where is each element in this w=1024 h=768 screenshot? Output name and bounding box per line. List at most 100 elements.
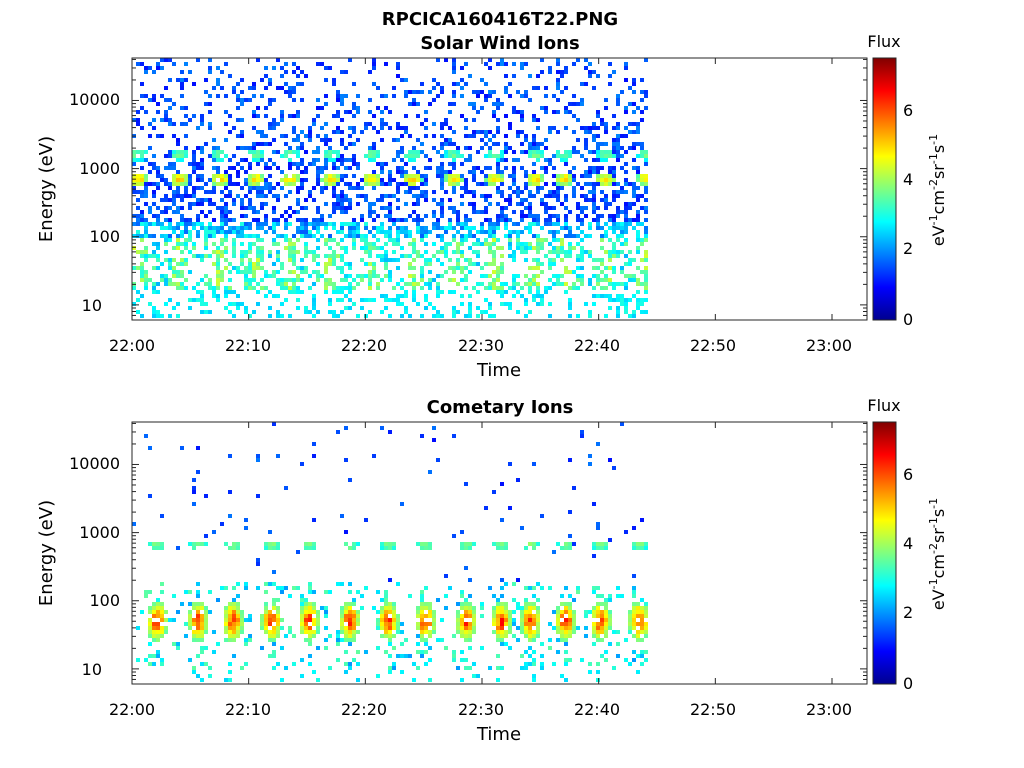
heatmap-cell	[356, 106, 360, 110]
heatmap-cell	[508, 234, 512, 238]
heatmap-cell	[564, 178, 568, 182]
heatmap-cell	[288, 86, 292, 90]
heatmap-cell	[252, 262, 256, 266]
heatmap-cell	[180, 214, 184, 218]
heatmap-cell	[576, 314, 580, 318]
heatmap-cell	[276, 546, 280, 550]
heatmap-cell	[312, 542, 316, 546]
heatmap-cell	[368, 250, 372, 254]
heatmap-cell	[168, 278, 172, 282]
heatmap-cell	[200, 210, 204, 214]
heatmap-cell	[180, 174, 184, 178]
heatmap-cell	[384, 250, 388, 254]
heatmap-cell	[276, 618, 280, 622]
heatmap-cell	[288, 254, 292, 258]
heatmap-cell	[460, 542, 464, 546]
heatmap-cell	[580, 658, 584, 662]
heatmap-cell	[332, 282, 336, 286]
heatmap-cell	[196, 214, 200, 218]
heatmap-cell	[376, 238, 380, 242]
heatmap-cell	[220, 198, 224, 202]
heatmap-cell	[316, 166, 320, 170]
heatmap-cell	[416, 154, 420, 158]
heatmap-cell	[140, 254, 144, 258]
heatmap-cell	[456, 310, 460, 314]
heatmap-cell	[536, 146, 540, 150]
heatmap-cell	[624, 262, 628, 266]
heatmap-cell	[280, 234, 284, 238]
heatmap-cell	[632, 202, 636, 206]
heatmap-cell	[180, 222, 184, 226]
heatmap-cell	[568, 110, 572, 114]
heatmap-cell	[636, 634, 640, 638]
heatmap-cell	[344, 626, 348, 630]
heatmap-cell	[532, 662, 536, 666]
heatmap-cell	[388, 238, 392, 242]
x-axis: 22:00 22:10 22:20 22:30 22:40 22:50 23:0…	[109, 336, 852, 381]
heatmap-cell	[256, 558, 260, 562]
heatmap-cell	[352, 246, 356, 250]
heatmap-cell	[136, 222, 140, 226]
heatmap-cell	[512, 150, 516, 154]
heatmap-cell	[488, 146, 492, 150]
heatmap-cell	[444, 174, 448, 178]
heatmap-cell	[556, 606, 560, 610]
heatmap-cell	[424, 118, 428, 122]
heatmap-cell	[356, 282, 360, 286]
heatmap-cell	[340, 310, 344, 314]
heatmap-cell	[232, 266, 236, 270]
heatmap-cell	[452, 250, 456, 254]
heatmap-cell	[324, 94, 328, 98]
heatmap-cell	[316, 678, 320, 682]
heatmap-cell	[584, 194, 588, 198]
heatmap-cell	[240, 78, 244, 82]
heatmap-cell	[572, 174, 576, 178]
heatmap-cell	[540, 142, 544, 146]
heatmap-cell	[588, 314, 592, 318]
heatmap-cell	[324, 610, 328, 614]
heatmap-cell	[284, 134, 288, 138]
heatmap-cell	[564, 254, 568, 258]
heatmap-cell	[496, 158, 500, 162]
heatmap-cell	[468, 546, 472, 550]
heatmap-cell	[304, 542, 308, 546]
heatmap-cell	[160, 234, 164, 238]
heatmap-cell	[600, 246, 604, 250]
heatmap-cell	[352, 302, 356, 306]
heatmap-cell	[440, 274, 444, 278]
heatmap-cell	[348, 662, 352, 666]
heatmap-cell	[620, 294, 624, 298]
heatmap-cell	[348, 622, 352, 626]
heatmap-cell	[180, 182, 184, 186]
heatmap-cell	[568, 270, 572, 274]
heatmap-cell	[396, 234, 400, 238]
heatmap-cell	[460, 278, 464, 282]
heatmap-cell	[364, 518, 368, 522]
heatmap-cell	[160, 542, 164, 546]
heatmap-cell	[384, 622, 388, 626]
heatmap-cell	[348, 306, 352, 310]
heatmap-cell	[268, 290, 272, 294]
heatmap-cell	[604, 650, 608, 654]
heatmap-cell	[524, 246, 528, 250]
heatmap-cell	[136, 206, 140, 210]
heatmap-cell	[412, 178, 416, 182]
heatmap-cell	[324, 174, 328, 178]
heatmap-cell	[556, 130, 560, 134]
heatmap-cell	[168, 298, 172, 302]
heatmap-cell	[504, 198, 508, 202]
heatmap-cell	[440, 126, 444, 130]
heatmap-cell	[392, 662, 396, 666]
heatmap-cell	[440, 202, 444, 206]
heatmap-cell	[592, 210, 596, 214]
heatmap-cell	[576, 102, 580, 106]
heatmap-cell	[140, 150, 144, 154]
heatmap-cell	[244, 662, 248, 666]
heatmap-cell	[608, 538, 612, 542]
heatmap-cell	[624, 306, 628, 310]
heatmap-cell	[308, 586, 312, 590]
heatmap-cell	[536, 614, 540, 618]
heatmap-cell	[540, 586, 544, 590]
heatmap-cell	[320, 126, 324, 130]
heatmap-cell	[192, 542, 196, 546]
